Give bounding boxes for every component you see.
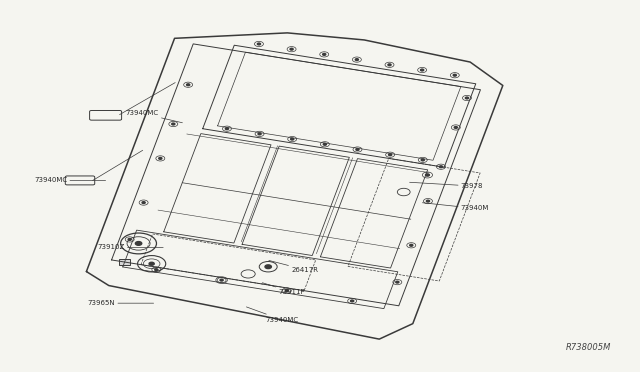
Circle shape (356, 148, 359, 150)
Text: 73910Z: 73910Z (97, 244, 163, 250)
Circle shape (257, 43, 260, 45)
Circle shape (128, 238, 131, 240)
Text: 73940MC: 73940MC (125, 110, 182, 123)
Circle shape (220, 279, 223, 281)
Text: 26417R: 26417R (269, 260, 318, 273)
Circle shape (225, 128, 228, 129)
Circle shape (258, 133, 261, 135)
Text: 73940MC: 73940MC (34, 177, 106, 183)
FancyBboxPatch shape (90, 110, 122, 120)
Circle shape (149, 262, 154, 265)
Circle shape (187, 84, 189, 86)
Circle shape (172, 123, 175, 125)
Circle shape (159, 157, 162, 159)
Circle shape (355, 59, 358, 61)
Circle shape (421, 159, 424, 161)
Text: 73965N: 73965N (88, 300, 154, 306)
Circle shape (396, 281, 399, 283)
Bar (119, 259, 131, 265)
Circle shape (290, 48, 293, 50)
Circle shape (453, 74, 456, 76)
Circle shape (426, 200, 429, 202)
Circle shape (420, 69, 424, 71)
FancyBboxPatch shape (65, 176, 95, 185)
Circle shape (410, 244, 413, 246)
Text: 73911P: 73911P (262, 283, 305, 295)
Circle shape (426, 174, 429, 176)
Text: 73978: 73978 (410, 182, 483, 189)
Circle shape (155, 269, 158, 270)
Circle shape (285, 290, 289, 291)
Text: 73940MC: 73940MC (246, 307, 299, 323)
Circle shape (465, 97, 468, 99)
Circle shape (265, 265, 271, 269)
Circle shape (142, 202, 145, 203)
Circle shape (351, 300, 354, 302)
Circle shape (454, 126, 458, 128)
Circle shape (323, 54, 326, 55)
Circle shape (388, 64, 391, 66)
Circle shape (440, 166, 442, 168)
Circle shape (291, 138, 294, 140)
Circle shape (136, 241, 142, 245)
Text: 73940M: 73940M (422, 203, 489, 211)
Circle shape (388, 154, 392, 155)
Text: R738005M: R738005M (566, 343, 611, 352)
Circle shape (323, 143, 326, 145)
